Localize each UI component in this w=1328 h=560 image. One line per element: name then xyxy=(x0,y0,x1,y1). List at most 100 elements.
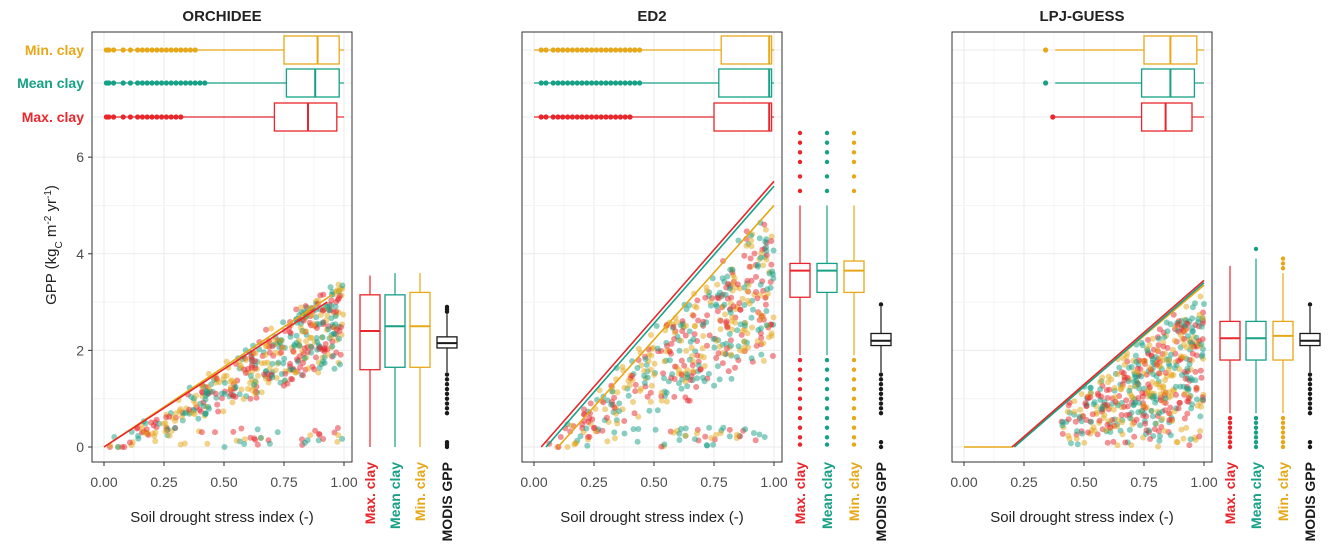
scatter-point xyxy=(726,331,733,337)
scatter-point xyxy=(1165,357,1172,364)
scatter-point xyxy=(1164,328,1171,335)
box-outlier xyxy=(613,114,619,120)
scatter-point xyxy=(1198,353,1205,360)
scatter-point xyxy=(564,444,571,450)
scatter-point xyxy=(269,360,276,367)
scatter-point xyxy=(150,422,157,429)
scatter-point xyxy=(1197,428,1204,434)
gpp-box-outlier xyxy=(797,415,803,421)
box-outlier xyxy=(603,47,609,53)
scatter-point xyxy=(254,426,261,433)
scatter-point xyxy=(290,348,297,355)
scatter-point xyxy=(694,375,701,382)
scatter-point xyxy=(279,344,286,351)
scatter-point xyxy=(1154,347,1161,354)
gpp-box-outlier xyxy=(1307,396,1313,401)
scatter-point xyxy=(1098,393,1105,400)
scatter-point xyxy=(320,358,327,365)
scatter-point xyxy=(241,366,248,373)
x-tick-label: 0.75 xyxy=(1130,474,1157,490)
scatter-point xyxy=(1187,436,1194,443)
scatter-point xyxy=(702,294,709,301)
scatter-point xyxy=(1146,384,1153,391)
scatter-point xyxy=(1189,315,1196,322)
box-iqr xyxy=(1140,102,1193,132)
gpp-box-outlier xyxy=(1253,425,1259,430)
box-outlier xyxy=(589,47,595,53)
gpp-box-outlier xyxy=(1280,435,1286,440)
scatter-point xyxy=(726,433,733,440)
scatter-point xyxy=(319,319,326,326)
box-outlier xyxy=(550,114,556,120)
scatter-point xyxy=(301,345,308,352)
scatter-point xyxy=(173,410,179,417)
scatter-point xyxy=(728,375,735,382)
scatter-point xyxy=(254,372,261,379)
gpp-box-outlier xyxy=(1253,439,1259,445)
scatter-point xyxy=(220,408,227,415)
scatter-point xyxy=(280,382,287,389)
scatter-point xyxy=(746,263,753,270)
scatter-point xyxy=(1096,417,1103,424)
scatter-point xyxy=(587,400,594,407)
box-outlier xyxy=(622,114,628,120)
scatter-point xyxy=(337,361,343,368)
scatter-point xyxy=(333,349,340,356)
scatter-point xyxy=(567,428,574,435)
scatter-point xyxy=(741,338,748,345)
scatter-point xyxy=(664,343,670,349)
scatter-point xyxy=(1126,426,1133,433)
scatter-point xyxy=(572,440,579,447)
scatter-point xyxy=(266,440,273,447)
box-outlier xyxy=(139,80,145,86)
scatter-point xyxy=(1198,374,1205,381)
gpp-box-iqr xyxy=(870,332,892,347)
box-outlier xyxy=(120,47,126,53)
scatter-point xyxy=(135,435,142,442)
scatter-point xyxy=(301,355,308,361)
scatter-point xyxy=(1173,391,1179,398)
gpp-box-outlier xyxy=(1227,415,1233,421)
scatter-point xyxy=(625,377,632,384)
scatter-point xyxy=(1155,443,1162,450)
panel-ed2: ED2 0.00 0.25 0.50 0.75 1.00 Soil drought stre… xyxy=(520,8,892,541)
gpp-box-outlier xyxy=(1280,256,1286,261)
scatter-point xyxy=(690,368,697,374)
box-outlier xyxy=(550,47,556,53)
scatter-point xyxy=(625,392,632,399)
scatter-point xyxy=(327,284,334,291)
scatter-point xyxy=(1156,437,1163,444)
scatter-point xyxy=(319,334,326,341)
scatter-point xyxy=(666,357,673,364)
scatter-point xyxy=(671,336,678,342)
scatter-point xyxy=(1071,398,1078,405)
gpp-box-outlier xyxy=(1280,261,1286,266)
scatter-point xyxy=(204,440,211,447)
scatter-point xyxy=(1127,415,1134,422)
scatter-point xyxy=(333,326,340,333)
scatter-point xyxy=(172,425,178,431)
scatter-point xyxy=(303,338,310,345)
scatter-point xyxy=(694,352,701,359)
scatter-point xyxy=(621,430,628,437)
scatter-point xyxy=(1105,373,1112,380)
scatter-point xyxy=(609,388,616,395)
scatter-point xyxy=(614,420,621,427)
scatter-point xyxy=(1133,416,1140,423)
scatter-point xyxy=(684,374,691,381)
gpp-box-outlier xyxy=(1307,391,1313,397)
scatter-point xyxy=(1181,415,1188,422)
scatter-point xyxy=(634,438,641,445)
scatter-point xyxy=(697,366,704,373)
scatter-point xyxy=(634,365,641,371)
scatter-point xyxy=(143,426,150,433)
scatter-point xyxy=(1149,356,1156,363)
scatter-point xyxy=(316,430,322,437)
gpp-box-outlier xyxy=(797,425,803,430)
scatter-point xyxy=(758,250,765,257)
scatter-point xyxy=(206,405,212,412)
scatter-point xyxy=(339,435,346,442)
scatter-point xyxy=(221,444,228,450)
scatter-point xyxy=(212,390,219,397)
box-outlier xyxy=(574,114,580,120)
